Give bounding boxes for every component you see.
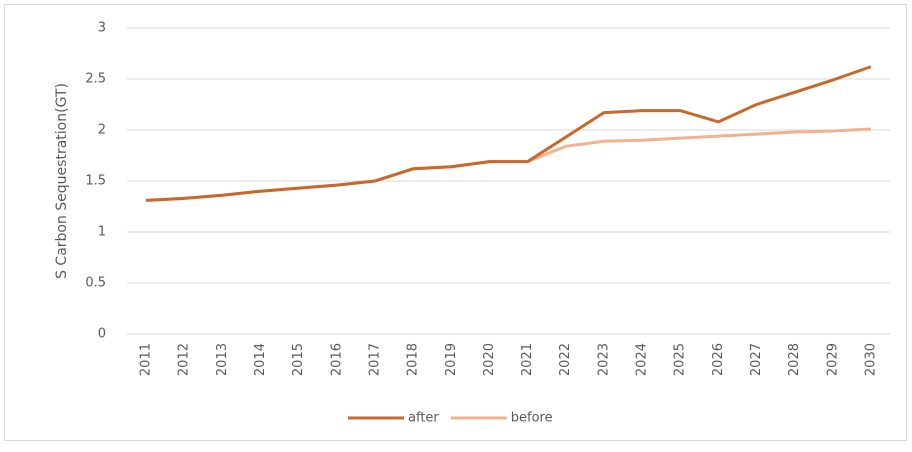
x-tick-label: 2013 bbox=[215, 343, 230, 376]
x-tick-label: 2027 bbox=[749, 343, 764, 376]
y-tick-label: 2 bbox=[98, 123, 106, 138]
chart-frame bbox=[4, 4, 907, 441]
x-tick-label: 2030 bbox=[863, 343, 878, 376]
y-tick-label: 0 bbox=[98, 327, 106, 342]
x-tick-label: 2020 bbox=[482, 343, 497, 376]
x-tick-label: 2016 bbox=[329, 343, 344, 376]
legend-label: before bbox=[511, 411, 553, 426]
y-tick-label: 2.5 bbox=[85, 72, 106, 87]
x-tick-label: 2025 bbox=[673, 343, 688, 376]
x-tick-label: 2026 bbox=[711, 343, 726, 376]
y-axis-label: S Carbon Sequestration(GT) bbox=[54, 83, 70, 279]
x-tick-label: 2023 bbox=[596, 343, 611, 376]
x-tick-label: 2029 bbox=[825, 343, 840, 376]
x-tick-label: 2012 bbox=[177, 343, 192, 376]
y-tick-label: 0.5 bbox=[85, 276, 106, 291]
x-tick-label: 2022 bbox=[558, 343, 573, 376]
y-tick-label: 1.5 bbox=[85, 174, 106, 189]
x-tick-label: 2019 bbox=[444, 343, 459, 376]
y-tick-label: 3 bbox=[98, 21, 106, 36]
y-tick-label: 1 bbox=[98, 225, 106, 240]
x-tick-label: 2028 bbox=[787, 343, 802, 376]
x-tick-label: 2018 bbox=[406, 343, 421, 376]
x-tick-label: 2014 bbox=[253, 343, 268, 376]
legend-label: after bbox=[408, 411, 439, 426]
x-tick-label: 2024 bbox=[635, 343, 650, 376]
x-tick-label: 2011 bbox=[139, 343, 154, 376]
line bbox=[145, 65, 872, 202]
x-tick-label: 2021 bbox=[520, 343, 535, 376]
x-tick-label: 2015 bbox=[291, 343, 306, 376]
x-tick-label: 2017 bbox=[367, 343, 382, 376]
